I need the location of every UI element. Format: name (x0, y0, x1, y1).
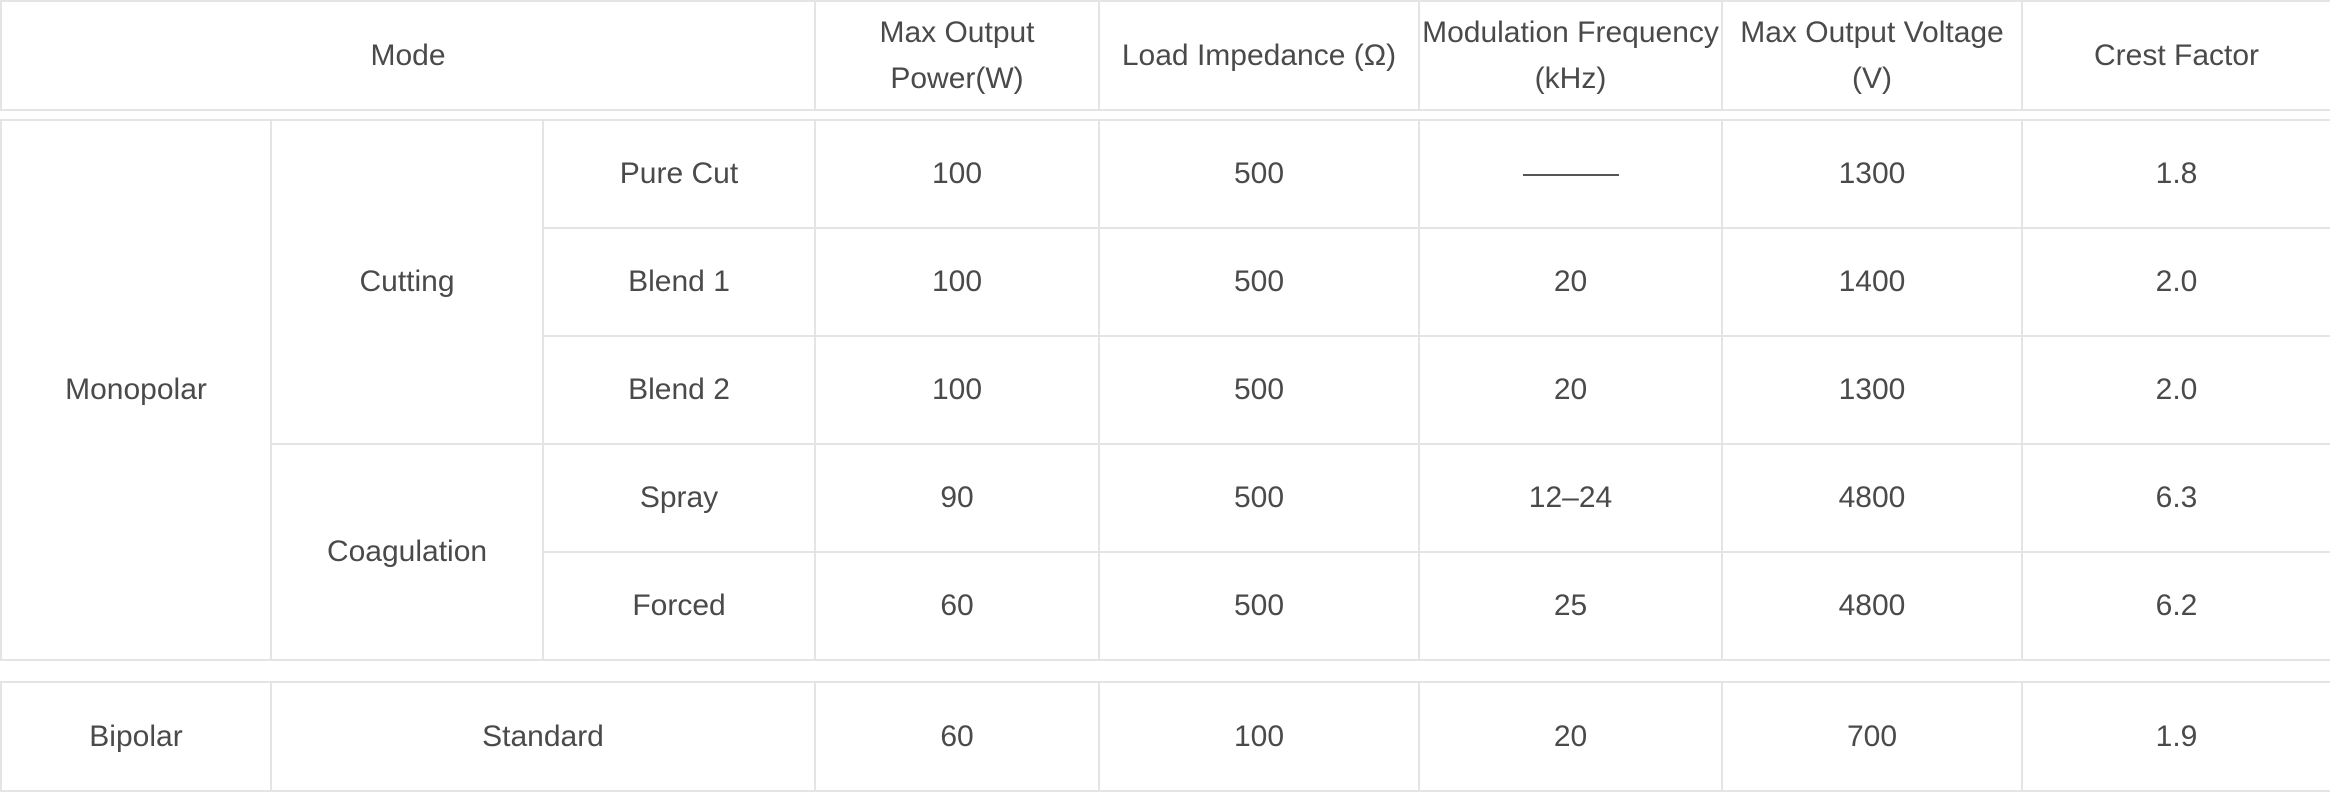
submode: Blend 1 (542, 227, 816, 337)
header-row: Mode Max Output Power(W) Load Impedance … (0, 0, 2330, 111)
power-cell: 60 (814, 551, 1100, 661)
monopolar-table: Monopolar Cutting Pure Cut 100 500 1300 … (0, 119, 2330, 661)
voltage-cell: 1300 (1721, 335, 2023, 445)
crest-cell: 1.8 (2021, 119, 2330, 229)
group-cutting: Cutting (270, 119, 544, 445)
freq-cell: 20 (1418, 335, 1723, 445)
submode: Standard (270, 681, 816, 792)
power-cell: 100 (814, 335, 1100, 445)
voltage-cell: 4800 (1721, 443, 2023, 553)
crest-cell: 2.0 (2021, 335, 2330, 445)
header-table: Mode Max Output Power(W) Load Impedance … (0, 0, 2330, 111)
submode: Pure Cut (542, 119, 816, 229)
mode-monopolar: Monopolar (0, 119, 272, 661)
table-row: Blend 1 100 500 20 1400 2.0 (1, 227, 2330, 337)
submode: Blend 2 (542, 335, 816, 445)
voltage-cell: 1400 (1721, 227, 2023, 337)
power-cell: 90 (814, 443, 1100, 553)
freq-cell: 20 (1418, 227, 1723, 337)
freq-cell (1418, 119, 1723, 229)
header-max-voltage: Max Output Voltage (V) (1721, 0, 2023, 111)
header-crest-factor: Crest Factor (2021, 0, 2330, 111)
freq-cell: 20 (1418, 681, 1723, 792)
table-row: Coagulation Spray 90 500 12–24 4800 6.3 (1, 443, 2330, 661)
crest-cell: 6.2 (2021, 551, 2330, 661)
freq-cell: 12–24 (1418, 443, 1723, 553)
group-coagulation: Coagulation (270, 443, 544, 661)
header-mode: Mode (0, 0, 816, 111)
table-row: Monopolar Cutting Pure Cut 100 500 1300 … (0, 119, 2330, 661)
power-cell: 100 (814, 119, 1100, 229)
header-load-impedance: Load Impedance (Ω) (1098, 0, 1420, 111)
voltage-cell: 700 (1721, 681, 2023, 792)
crest-cell: 2.0 (2021, 227, 2330, 337)
freq-cell: 25 (1418, 551, 1723, 661)
bipolar-table: Bipolar Standard 60 100 20 700 1.9 (0, 681, 2330, 792)
mode-bipolar: Bipolar (0, 681, 272, 792)
em-dash-icon (1522, 174, 1619, 177)
table-row: Bipolar Standard 60 100 20 700 1.9 (0, 681, 2330, 792)
table-row: Blend 2 100 500 20 1300 2.0 (1, 335, 2330, 445)
power-cell: 60 (814, 681, 1100, 792)
impedance-cell: 500 (1098, 551, 1420, 661)
power-cell: 100 (814, 227, 1100, 337)
submode: Forced (542, 551, 816, 661)
header-mod-freq: Modulation Frequency (kHz) (1418, 0, 1723, 111)
table-row: Forced 60 500 25 4800 6.2 (1, 551, 2330, 661)
crest-cell: 1.9 (2021, 681, 2330, 792)
submode: Spray (542, 443, 816, 553)
header-max-power: Max Output Power(W) (814, 0, 1100, 111)
crest-cell: 6.3 (2021, 443, 2330, 553)
voltage-cell: 4800 (1721, 551, 2023, 661)
impedance-cell: 500 (1098, 443, 1420, 553)
impedance-cell: 100 (1098, 681, 1420, 792)
impedance-cell: 500 (1098, 227, 1420, 337)
impedance-cell: 500 (1098, 119, 1420, 229)
voltage-cell: 1300 (1721, 119, 2023, 229)
impedance-cell: 500 (1098, 335, 1420, 445)
